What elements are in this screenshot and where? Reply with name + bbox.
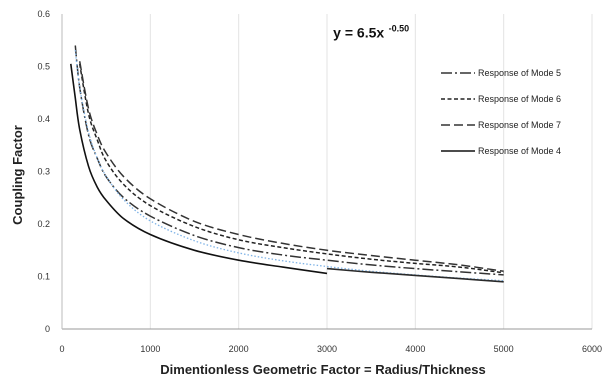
equation-annotation: y = 6.5x -0.50 [333,24,409,42]
x-tick-labels: 0 1000 2000 3000 4000 5000 6000 [59,344,602,354]
y-axis-title: Coupling Factor [10,125,25,225]
chart-grid [149,14,593,329]
series-line-5 [74,50,504,282]
y-tick-label: 0.5 [37,62,50,72]
chart-series [70,45,504,283]
series-line-2 [78,63,504,274]
y-tick-label: 0.3 [37,167,50,177]
y-tick-label: 0.6 [37,9,50,19]
y-tick-label: 0.4 [37,114,50,124]
x-tick-label: 0 [59,344,64,354]
series-line-3 [78,61,504,273]
y-tick-label: 0.2 [37,219,50,229]
legend: Response of Mode 5 Response of Mode 6 Resp… [441,68,561,156]
series-line-1 [74,45,504,276]
x-axis-title: Dimentionless Geometric Factor = Radius/… [160,362,485,377]
x-tick-label: 1000 [140,344,160,354]
equation-exponent: -0.50 [389,24,410,34]
series-line-4 [70,63,328,275]
x-tick-label: 6000 [582,344,602,354]
legend-label: Response of Mode 6 [478,94,561,104]
x-tick-label: 3000 [317,344,337,354]
legend-label: Response of Mode 7 [478,120,561,130]
x-tick-label: 4000 [405,344,425,354]
y-tick-label: 0 [45,324,50,334]
series-line-6 [326,267,504,283]
legend-label: Response of Mode 5 [478,68,561,78]
equation-base: y = 6.5x [333,25,384,41]
x-tick-label: 2000 [229,344,249,354]
x-tick-label: 5000 [494,344,514,354]
y-tick-labels: 0 0.1 0.2 0.3 0.4 0.5 0.6 [37,9,50,334]
legend-label: Response of Mode 4 [478,146,561,156]
y-tick-label: 0.1 [37,272,50,282]
chart-axes [61,14,592,330]
